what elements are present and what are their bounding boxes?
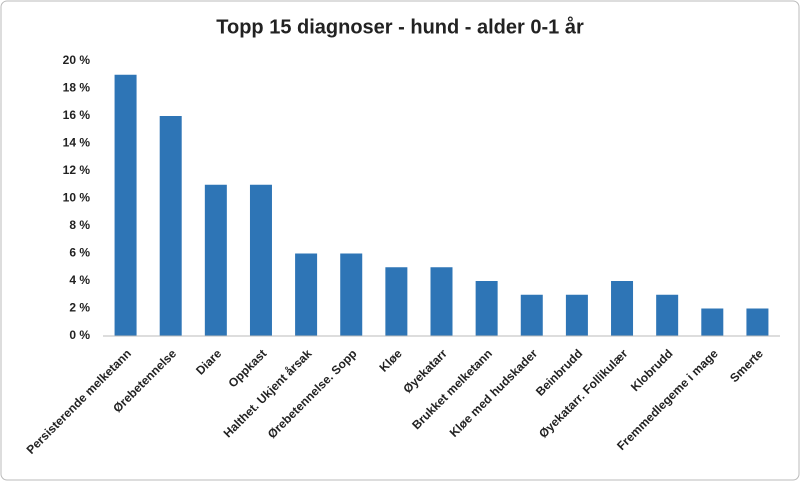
bar [565,294,588,336]
y-tick-label: 4 % [69,273,90,287]
bar [746,308,769,336]
bar [114,74,137,336]
bar [295,253,318,336]
bar [656,294,679,336]
y-tick-label: 6 % [69,246,90,260]
y-tick-label: 0 % [69,328,90,342]
bar [340,253,363,336]
y-tick-label: 20 % [63,53,91,67]
y-tick-label: 8 % [69,218,90,232]
bar [520,294,543,336]
y-tick-label: 12 % [63,163,91,177]
bar [204,184,227,336]
y-tick-label: 16 % [63,108,91,122]
bar [430,267,453,336]
bar [611,281,634,336]
y-tick-label: 14 % [63,136,91,150]
bar [249,184,272,336]
y-tick-label: 18 % [63,81,91,95]
bar [385,267,408,336]
chart-title: Topp 15 diagnoser - hund - alder 0-1 år [216,15,584,38]
y-tick-label: 10 % [63,191,91,205]
bar [701,308,724,336]
bar [475,281,498,336]
bar [159,116,182,336]
y-tick-label: 2 % [69,301,90,315]
